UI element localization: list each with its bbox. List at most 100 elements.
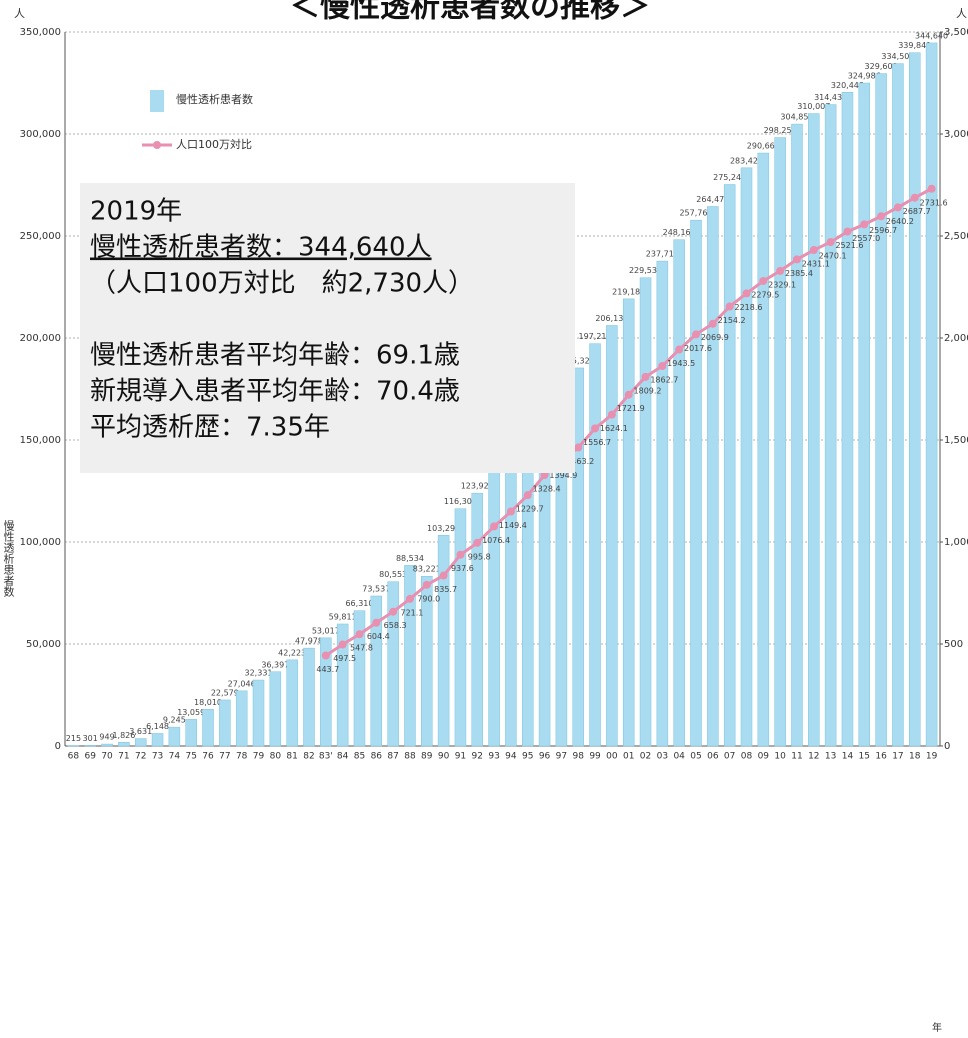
bar (639, 277, 652, 747)
line-marker (624, 390, 633, 399)
bar-value-label: 206,134 (595, 314, 628, 323)
y-tick-label: 0 (55, 741, 61, 752)
bar (824, 104, 837, 747)
line-marker (355, 630, 364, 639)
x-tick-label: 97 (556, 752, 567, 762)
y2-tick-label: 3,000 (944, 129, 968, 140)
line-marker (540, 471, 549, 480)
bar-value-label: 73,537 (362, 584, 390, 593)
x-tick-label: 05 (690, 752, 701, 762)
line-value-label: 2470.1 (819, 252, 847, 261)
bar-value-label: 32,331 (245, 669, 273, 678)
line-marker (338, 640, 347, 649)
bar (673, 239, 685, 747)
bar-value-label: 6,148 (146, 722, 169, 731)
line-marker (422, 580, 431, 589)
bar (168, 726, 181, 747)
bar-value-label: 248,166 (663, 228, 696, 237)
x-tick-label: 69 (85, 752, 97, 762)
line-value-label: 443.7 (316, 665, 339, 674)
line-marker (607, 410, 616, 419)
x-tick-label: 77 (219, 752, 230, 762)
legend-label: 人口100万対比 (176, 137, 252, 151)
bar (202, 709, 214, 747)
line-value-label: 2279.5 (751, 290, 779, 299)
bar (404, 565, 416, 747)
line-marker (860, 220, 869, 229)
line-marker (490, 522, 499, 531)
info-text: 平均透析歴：7.35年 (90, 413, 330, 443)
line-marker (574, 443, 583, 452)
x-tick-label: 10 (774, 752, 786, 762)
x-tick-label: 13 (825, 752, 836, 762)
line-value-label: 835.7 (434, 585, 457, 594)
y2-tick-label: 500 (944, 639, 963, 650)
x-tick-label: 14 (842, 752, 854, 762)
bar (858, 82, 871, 747)
y2-unit: 人 (956, 7, 967, 20)
line-value-label: 721.1 (400, 608, 423, 617)
x-tick-label: 07 (724, 752, 735, 762)
line-value-label: 1556.7 (583, 438, 611, 447)
bar (185, 719, 197, 747)
bar (572, 367, 584, 747)
y2-tick-label: 2,000 (944, 333, 968, 344)
line-value-label: 2069.9 (701, 333, 729, 342)
bar (219, 699, 231, 747)
y2-tick-label: 2,500 (944, 231, 968, 242)
line-marker (372, 618, 381, 627)
line-value-label: 2329.1 (768, 280, 796, 289)
bar (690, 219, 702, 747)
line-value-label: 2385.4 (785, 269, 813, 278)
line-marker (910, 193, 919, 202)
bar-value-label: 27,046 (228, 679, 256, 688)
x-tick-label: 11 (791, 752, 802, 762)
bar (336, 623, 349, 747)
line-value-label: 604.4 (367, 632, 390, 641)
x-tick-label: 84 (337, 752, 349, 762)
line-value-label: 2154.2 (718, 316, 746, 325)
bar-value-label: 298,252 (764, 126, 797, 135)
line-value-label: 658.3 (384, 621, 407, 630)
x-tick-label: 73 (152, 752, 163, 762)
x-tick-label: 83' (319, 752, 333, 762)
info-text: 慢性透析患者数：344,640人 (90, 233, 432, 263)
line-value-label: 547.8 (350, 644, 373, 653)
bar (488, 471, 500, 747)
line-marker (506, 507, 515, 516)
line-marker (389, 607, 398, 616)
x-unit: 年 (932, 1021, 942, 1034)
x-tick-label: 98 (572, 752, 584, 762)
y2-tick-label: 1,500 (944, 435, 968, 446)
line-value-label: 1394.9 (549, 471, 577, 480)
line-marker (658, 362, 667, 371)
line-value-label: 1862.7 (650, 376, 678, 385)
x-tick-label: 89 (421, 752, 433, 762)
y-tick-label: 300,000 (20, 129, 61, 140)
legend-label: 慢性透析患者数 (176, 92, 253, 106)
x-tick-label: 90 (438, 752, 450, 762)
bar-value-label: 103,296 (427, 524, 460, 533)
bar-value-label: 185,322 (562, 356, 595, 365)
line-marker (776, 266, 785, 275)
bar-value-label: 219,183 (612, 287, 645, 296)
bar-value-label: 324,986 (848, 72, 881, 81)
x-tick-label: 82 (303, 752, 314, 762)
line-value-label: 1149.4 (499, 521, 527, 530)
y-tick-label: 200,000 (20, 333, 61, 344)
bar-value-label: 344,640 (915, 31, 948, 40)
x-tick-label: 15 (859, 752, 870, 762)
legend-marker (153, 141, 161, 149)
x-tick-label: 68 (68, 752, 80, 762)
bar (286, 659, 298, 747)
line-marker (405, 594, 414, 603)
bar-value-label: 229,538 (629, 266, 662, 275)
line-value-label: 1721.9 (617, 404, 645, 413)
bar (454, 508, 467, 747)
x-tick-label: 75 (185, 752, 196, 762)
bar-value-label: 290,661 (747, 142, 780, 151)
line-marker (708, 319, 717, 328)
bar-value-label: 314,438 (814, 93, 847, 102)
bar (471, 492, 484, 747)
